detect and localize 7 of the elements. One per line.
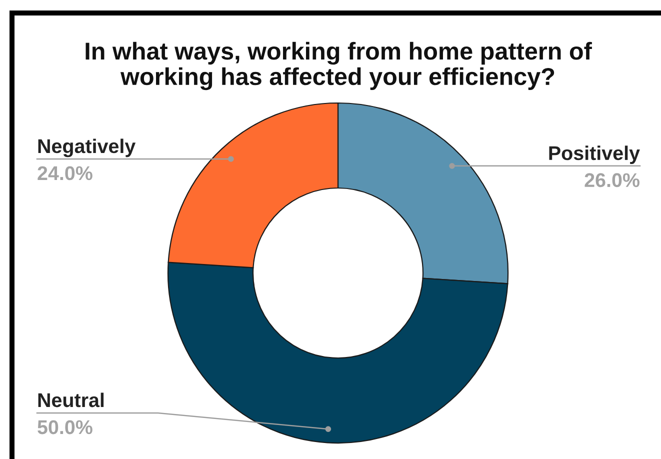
data-label: 50.0%	[38, 420, 92, 434]
slice-label: Neutral	[38, 392, 104, 408]
slice-label: Negatively	[38, 138, 136, 158]
chart-title: In what ways, working from home pattern of working has affected your efficiency?	[86, 42, 592, 90]
slice-label: Positively	[549, 146, 640, 164]
data-label: 26.0%	[584, 173, 640, 188]
data-label: 24.0%	[38, 166, 92, 180]
